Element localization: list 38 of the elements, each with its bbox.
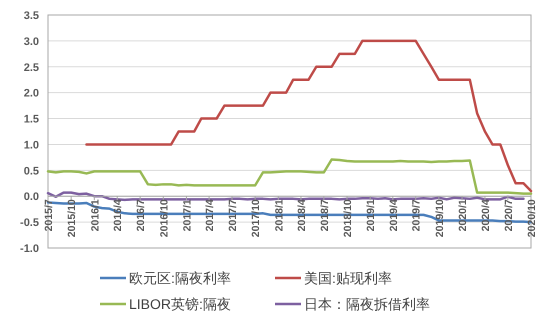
legend-label: 日本：隔夜拆借利率 bbox=[304, 296, 430, 312]
y-tick-label: 2.0 bbox=[24, 88, 39, 100]
x-tick-label: 2017/10 bbox=[250, 199, 262, 238]
line-series bbox=[46, 158, 532, 195]
y-tick-label: -1.0 bbox=[20, 243, 39, 255]
y-tick-label: 3.0 bbox=[24, 36, 39, 48]
y-tick-label: 1.0 bbox=[24, 139, 39, 152]
x-tick-label: 2017/1 bbox=[181, 199, 194, 232]
x-tick-label: 2017/7 bbox=[226, 199, 239, 232]
y-tick-label: 0.0 bbox=[24, 191, 39, 204]
x-tick-label: 2020/7 bbox=[502, 199, 515, 232]
x-tick-label: 2018/1 bbox=[273, 199, 286, 232]
x-tick-label: 2019/7 bbox=[410, 199, 423, 232]
x-tick-label: 2018/7 bbox=[318, 199, 331, 232]
x-tick-label: 2019/1 bbox=[365, 199, 378, 232]
y-tick-label: 1.5 bbox=[24, 114, 39, 126]
legend-label: 美国:贴现利率 bbox=[304, 270, 392, 286]
x-tick-label: 2015/10 bbox=[66, 199, 78, 238]
x-tick-label: 2020/10 bbox=[526, 199, 538, 238]
y-tick-label: 0.5 bbox=[24, 165, 39, 178]
y-tick-label: -0.5 bbox=[20, 217, 39, 230]
x-tick-label: 2016/1 bbox=[89, 199, 102, 232]
y-tick-label: 2.5 bbox=[24, 62, 39, 74]
y-tick-label: 3.5 bbox=[24, 10, 39, 22]
x-tick-label: 2019/4 bbox=[388, 199, 400, 232]
x-tick-label: 2015/7 bbox=[43, 199, 55, 232]
x-tick-label: 2019/10 bbox=[434, 199, 446, 238]
x-tick-label: 2016/10 bbox=[158, 199, 170, 238]
legend-label: 欧元区:隔夜利率 bbox=[129, 270, 231, 286]
x-tick-label: 2018/10 bbox=[342, 199, 354, 238]
line-series bbox=[85, 40, 532, 192]
x-tick-label: 2020/1 bbox=[457, 199, 470, 232]
x-tick-label: 2017/4 bbox=[204, 199, 216, 232]
x-tick-label: 2016/4 bbox=[112, 199, 124, 232]
legend-label: LIBOR英镑:隔夜 bbox=[129, 296, 231, 312]
x-tick-label: 2018/4 bbox=[296, 199, 308, 232]
x-tick-label: 2016/7 bbox=[135, 199, 148, 232]
x-tick-label: 2020/4 bbox=[480, 199, 492, 232]
